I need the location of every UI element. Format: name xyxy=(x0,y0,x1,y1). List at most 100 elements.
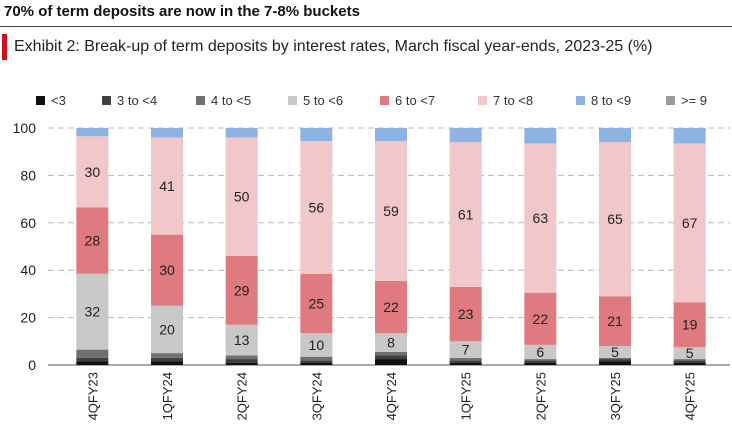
data-label: 56 xyxy=(309,199,325,215)
bar-segment xyxy=(76,136,109,208)
legend-swatch xyxy=(380,96,389,105)
data-label: 28 xyxy=(85,233,101,249)
bar-segment xyxy=(225,355,258,360)
bar-segment xyxy=(76,361,109,365)
legend-item: 6 to <7 xyxy=(380,93,435,108)
data-label: 50 xyxy=(234,189,250,205)
data-label: 8 xyxy=(387,334,395,350)
bar-segment xyxy=(300,128,333,142)
bar-segment xyxy=(599,359,631,362)
bar-segment xyxy=(225,362,258,365)
data-label: 30 xyxy=(85,164,101,180)
legend-label: 4 to <5 xyxy=(211,93,252,108)
bar-segment xyxy=(300,362,333,365)
bar-segment xyxy=(375,355,407,360)
bar-segment xyxy=(375,359,407,365)
data-label: 41 xyxy=(159,178,175,194)
bar-segment xyxy=(300,356,333,361)
bar-segment xyxy=(76,207,109,274)
data-label: 5 xyxy=(686,345,694,361)
data-label: 22 xyxy=(533,311,549,327)
x-tick-label: 4QFY24 xyxy=(384,372,399,420)
legend-item: 8 to <9 xyxy=(576,93,631,108)
legend-label: 7 to <8 xyxy=(493,93,534,108)
legend-label: >= 9 xyxy=(681,93,708,108)
legend-item: 4 to <5 xyxy=(196,93,251,108)
bar-segment xyxy=(300,141,333,274)
data-label: 59 xyxy=(383,203,399,219)
bar-segment xyxy=(225,128,258,138)
legend-swatch xyxy=(576,96,585,105)
legend-item: 3 to <4 xyxy=(102,93,157,108)
bar-segment xyxy=(524,292,557,345)
bar-segment xyxy=(599,128,631,143)
bar-segment xyxy=(524,143,557,293)
legend-label: <3 xyxy=(51,93,66,108)
x-tick-label: 1QFY24 xyxy=(160,372,175,420)
bar-segment xyxy=(375,141,407,281)
x-tick-label: 3QFY25 xyxy=(608,372,623,420)
bar-segment xyxy=(599,296,631,347)
bar-segment xyxy=(673,360,706,363)
data-label: 63 xyxy=(533,210,549,226)
y-tick-label: 100 xyxy=(13,120,37,136)
data-label: 65 xyxy=(607,211,623,227)
bar-segment xyxy=(673,128,706,144)
legend-label: 3 to <4 xyxy=(117,93,158,108)
data-label: 30 xyxy=(159,262,175,278)
legend-swatch xyxy=(288,96,297,105)
y-tick-label: 60 xyxy=(20,215,36,231)
bar-segment xyxy=(151,361,183,365)
bar-segment xyxy=(225,359,258,363)
data-label: 19 xyxy=(682,317,698,333)
bar-segment xyxy=(151,305,183,354)
bar-segment xyxy=(151,137,183,235)
data-label: 29 xyxy=(234,282,250,298)
bar-segment xyxy=(449,286,482,342)
legend-swatch xyxy=(102,96,111,105)
chart-legend: <3 3 to <4 4 to <5 5 to <6 6 to <7 7 to <8 8 t… xyxy=(36,93,726,109)
bar-segment xyxy=(151,128,183,138)
bar-segment xyxy=(673,359,706,361)
bar-segment xyxy=(76,128,109,137)
bar-segment xyxy=(151,234,183,306)
bar-segment xyxy=(599,357,631,360)
bar-segment xyxy=(449,341,482,358)
data-label: 67 xyxy=(682,215,698,231)
bar-segment xyxy=(449,357,482,361)
legend-label: 8 to <9 xyxy=(591,93,632,108)
bar-segment xyxy=(375,351,407,356)
bar-segment xyxy=(449,362,482,365)
x-tick-label: 2QFY25 xyxy=(533,372,548,420)
bar-segment xyxy=(225,255,258,325)
y-tick-label: 40 xyxy=(20,262,36,278)
bar-segment xyxy=(76,349,109,358)
x-tick-label: 4QFY23 xyxy=(85,372,100,420)
bar-segment xyxy=(300,333,333,357)
bar-segment xyxy=(375,128,407,142)
bar-segment xyxy=(524,359,557,361)
legend-item: <3 xyxy=(36,93,66,108)
bar-segment xyxy=(673,302,706,348)
exhibit-title: Exhibit 2: Break-up of term deposits by … xyxy=(14,38,653,55)
y-tick-label: 0 xyxy=(28,357,36,373)
bar-segment xyxy=(225,324,258,356)
data-label: 20 xyxy=(159,321,175,337)
data-label: 32 xyxy=(85,304,101,320)
bar-segment xyxy=(76,357,109,362)
bar-segment xyxy=(375,333,407,352)
bar-segment xyxy=(76,273,109,350)
bar-segment xyxy=(599,361,631,365)
data-label: 25 xyxy=(309,295,325,311)
legend-swatch xyxy=(666,96,675,105)
data-label: 23 xyxy=(458,306,474,322)
bar-segment xyxy=(300,273,333,334)
bar-segment xyxy=(673,362,706,365)
bar-segment xyxy=(524,360,557,363)
bar-segment xyxy=(449,360,482,363)
bar-segment xyxy=(449,142,482,287)
legend-item: >= 9 xyxy=(666,93,707,108)
legend-swatch xyxy=(36,96,45,105)
legend-item: 5 to <6 xyxy=(288,93,343,108)
